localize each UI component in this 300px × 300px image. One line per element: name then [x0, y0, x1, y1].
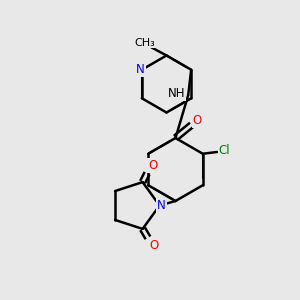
Text: N: N	[157, 199, 166, 212]
Text: NH: NH	[168, 87, 185, 100]
Text: O: O	[149, 239, 159, 252]
Text: N: N	[136, 63, 145, 76]
Text: O: O	[193, 114, 202, 127]
Text: O: O	[148, 159, 157, 172]
Text: Cl: Cl	[219, 144, 230, 157]
Text: CH₃: CH₃	[134, 38, 155, 48]
